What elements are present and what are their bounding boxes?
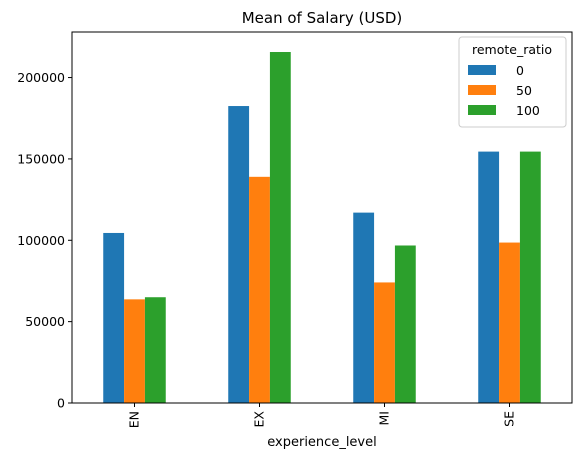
- chart-title: Mean of Salary (USD): [242, 9, 403, 27]
- legend-swatch-0: [468, 65, 496, 75]
- bars-layer: [103, 52, 541, 403]
- bar-ex-100: [269, 52, 291, 403]
- bar-en-100: [144, 297, 166, 403]
- legend-label-100: 100: [516, 103, 540, 118]
- y-tick-label: 150000: [17, 151, 65, 166]
- x-tick-label: MI: [377, 411, 392, 425]
- bar-en-50: [124, 299, 145, 403]
- x-axis-title: experience_level: [267, 435, 376, 450]
- x-tick-label: EN: [127, 411, 142, 428]
- legend-label-50: 50: [516, 83, 532, 98]
- bar-se-100: [519, 151, 541, 403]
- legend-swatch-50: [468, 85, 496, 95]
- legend-label-0: 0: [516, 63, 524, 78]
- bar-en-0: [103, 232, 125, 403]
- x-tick-label: SE: [502, 411, 517, 427]
- y-tick-label: 0: [57, 396, 65, 411]
- bar-ex-0: [228, 106, 250, 403]
- legend-title: remote_ratio: [472, 42, 552, 57]
- bar-se-50: [499, 242, 520, 403]
- bar-mi-0: [353, 212, 375, 403]
- y-tick-label: 200000: [17, 70, 65, 85]
- y-axis: 0 50000 100000 150000 200000: [17, 70, 72, 411]
- bar-se-0: [478, 151, 500, 403]
- legend-box: [458, 36, 567, 128]
- bar-mi-100: [394, 245, 416, 403]
- y-tick-label: 100000: [17, 233, 65, 248]
- bar-ex-50: [249, 176, 270, 403]
- y-tick-label: 50000: [25, 314, 65, 329]
- legend-items: 0 50 100: [468, 63, 540, 118]
- x-tick-label: EX: [252, 411, 267, 428]
- legend: remote_ratio 0 50 100: [458, 36, 567, 128]
- legend-swatch-100: [468, 105, 496, 115]
- bar-mi-50: [374, 282, 395, 403]
- x-axis: EN EX MI SE: [127, 403, 517, 428]
- plot-frame: [71, 31, 573, 404]
